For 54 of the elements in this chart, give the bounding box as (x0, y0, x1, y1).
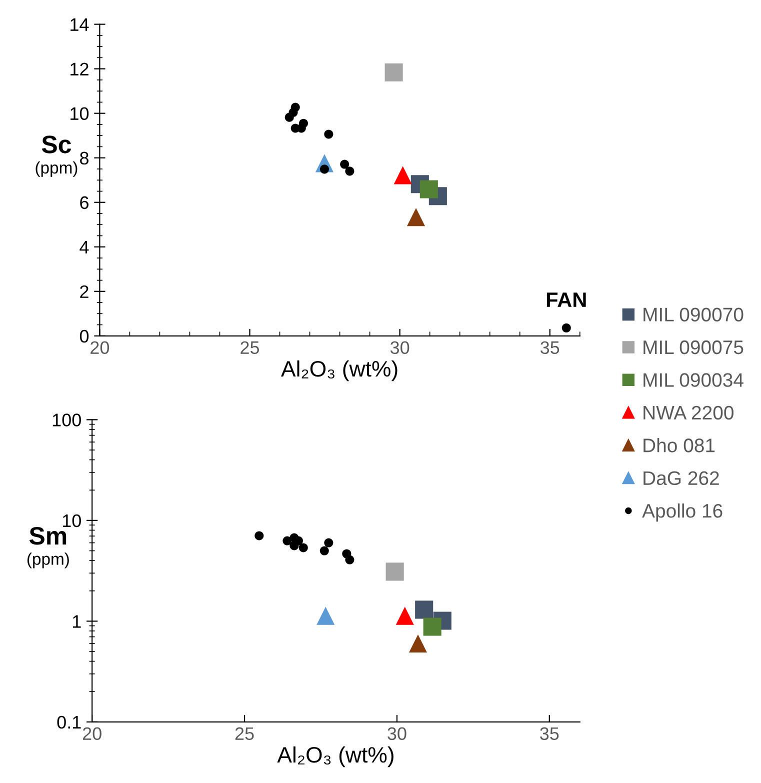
point (408, 634, 428, 653)
x-tick-label: 35 (540, 341, 560, 354)
y-tick-label: 10 (70, 107, 89, 120)
legend-label: MIL 090034 (644, 373, 744, 387)
point (320, 546, 329, 556)
point (345, 166, 354, 176)
point (254, 531, 264, 540)
point (423, 618, 442, 636)
point (324, 130, 334, 139)
annotation: FAN (546, 292, 586, 307)
x-axis-title: Al₂O₃ (wt%) (277, 746, 394, 768)
point (316, 606, 335, 625)
y-tick-label: 2 (80, 285, 88, 298)
point (415, 600, 434, 619)
y-axis-title: Sc (ppm) (36, 136, 78, 177)
point (394, 166, 412, 184)
point (284, 112, 294, 122)
point (345, 555, 354, 564)
point (386, 562, 404, 581)
y-tick-label: 14 (70, 18, 89, 31)
legend-label: NWA 2200 (644, 406, 734, 420)
point (384, 63, 403, 82)
x-tick-label: 25 (235, 727, 254, 740)
y-tick-label: 6 (80, 196, 88, 210)
legend-label: DaG 262 (644, 471, 719, 486)
x-tick-label: 30 (388, 727, 406, 740)
x-tick-label: 20 (90, 341, 110, 354)
x-axis-title: Al₂O₃ (wt%) (280, 360, 398, 382)
legend-label: Dho 081 (644, 438, 715, 452)
point (298, 543, 308, 552)
point (340, 160, 350, 169)
y-tick-label: 0.1 (57, 716, 81, 729)
y-tick-label: 100 (52, 414, 81, 426)
x-tick-label: 20 (82, 727, 102, 740)
y-axis-title: Sm (ppm) (27, 527, 69, 568)
y-tick-label: 0 (80, 330, 89, 343)
point (290, 541, 299, 550)
y-tick-label: 1 (73, 615, 81, 628)
point (324, 538, 334, 548)
point (562, 323, 571, 332)
y-tick-label: 4 (80, 240, 89, 254)
x-tick-label: 35 (540, 727, 559, 740)
y-tick-label: 12 (70, 62, 88, 76)
point (420, 180, 438, 198)
point (396, 606, 414, 625)
point (406, 208, 426, 226)
y-tick-label: 8 (80, 152, 88, 165)
legend-label: MIL 090070 (644, 308, 744, 322)
y-tick-label: 10 (62, 514, 81, 528)
legend-label: Apollo 16 (642, 503, 722, 522)
x-tick-label: 25 (240, 341, 260, 354)
x-tick-label: 30 (390, 341, 410, 354)
point (320, 164, 329, 174)
legend-label: MIL 090075 (644, 340, 744, 354)
